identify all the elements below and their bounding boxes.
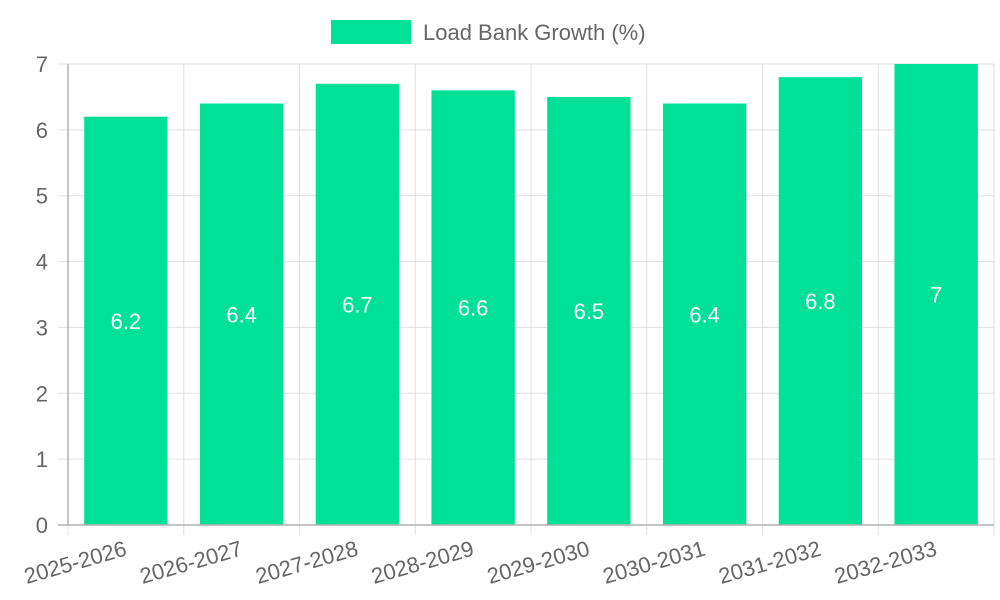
bar-value-label: 7	[930, 283, 942, 308]
bar-value-label: 6.4	[226, 302, 257, 327]
bar[interactable]	[662, 103, 747, 525]
y-tick-label: 2	[36, 381, 48, 406]
bar[interactable]	[315, 83, 400, 525]
bar-value-label: 6.4	[689, 302, 720, 327]
bar-value-label: 6.6	[458, 296, 489, 321]
bar[interactable]	[84, 116, 168, 525]
x-tick-label: 2028-2029	[368, 536, 476, 589]
bar-value-label: 6.8	[805, 289, 836, 314]
y-tick-label: 3	[36, 315, 48, 340]
x-tick-label: 2025-2026	[21, 536, 129, 589]
y-tick-label: 5	[36, 184, 48, 209]
bar[interactable]	[778, 77, 863, 526]
legend-swatch	[331, 20, 411, 44]
bar[interactable]	[199, 103, 284, 525]
bar-value-label: 6.5	[574, 299, 605, 324]
bars	[84, 64, 978, 526]
bar[interactable]	[547, 96, 631, 525]
bar-value-label: 6.7	[342, 292, 373, 317]
bar[interactable]	[431, 90, 515, 525]
y-tick-label: 4	[36, 250, 48, 275]
bar-value-label: 6.2	[111, 309, 142, 334]
y-tick-label: 1	[36, 447, 48, 472]
y-tick-label: 0	[36, 513, 48, 538]
y-tick-label: 6	[36, 118, 48, 143]
x-tick-label: 2029-2030	[484, 536, 592, 589]
y-tick-label: 7	[36, 52, 48, 77]
bar[interactable]	[894, 64, 978, 525]
legend-label: Load Bank Growth (%)	[423, 20, 646, 45]
x-tick-label: 2027-2028	[253, 536, 361, 589]
x-tick-label: 2030-2031	[600, 536, 708, 589]
x-tick-labels: 2025-2026 2026-2027 2027-2028 2028-2029 2029…	[21, 536, 939, 589]
legend[interactable]: Load Bank Growth (%)	[331, 20, 646, 45]
x-tick-label: 2026-2027	[137, 536, 245, 589]
data-labels: 6.2 6.4 6.7 6.6 6.5 6.4 6.8 7	[111, 283, 943, 334]
x-tick-label: 2032-2033	[831, 536, 939, 589]
y-tick-labels: 0 1 2 3 4 5 6 7	[36, 52, 48, 538]
axes	[58, 64, 994, 526]
x-tick-label: 2031-2032	[716, 536, 824, 589]
